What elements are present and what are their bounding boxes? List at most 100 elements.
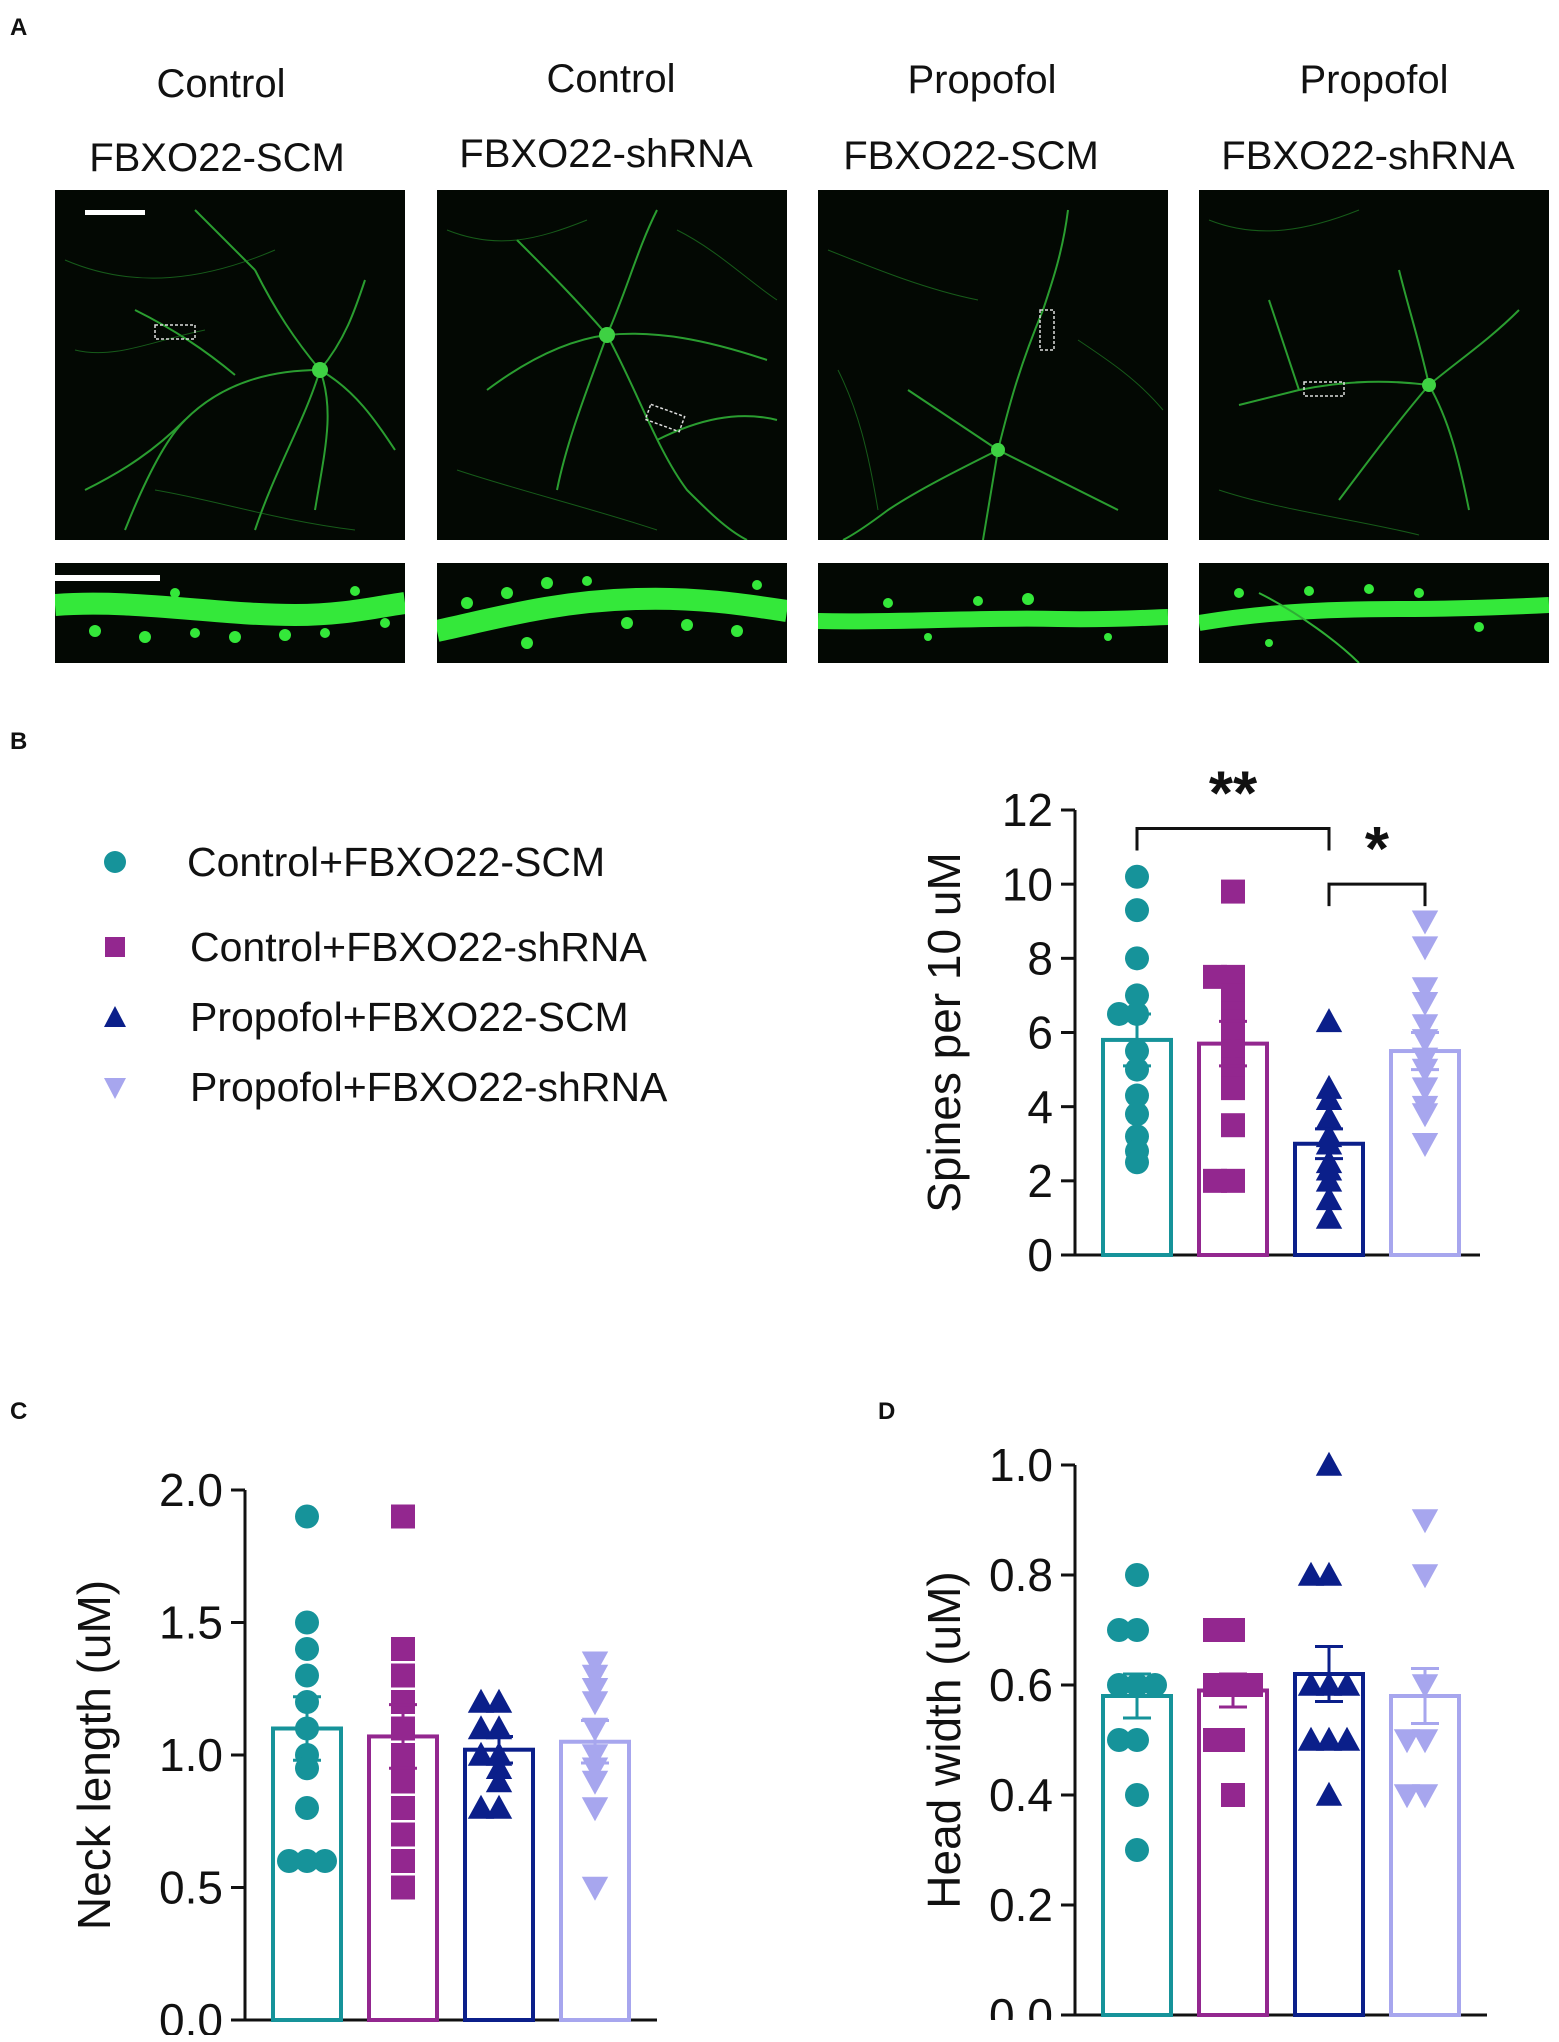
data-point bbox=[485, 1715, 513, 1740]
dendrite-zoom-4 bbox=[1199, 563, 1549, 663]
data-point bbox=[277, 1849, 301, 1873]
y-tick-label: 1.0 bbox=[159, 1729, 223, 1781]
data-point bbox=[1315, 1167, 1343, 1192]
data-point bbox=[391, 1637, 415, 1661]
data-point bbox=[1315, 1451, 1343, 1476]
data-point bbox=[1411, 1509, 1439, 1534]
panel-b-letter: B bbox=[10, 728, 28, 755]
legend-label: Control+FBXO22-SCM bbox=[187, 838, 606, 885]
data-point bbox=[1125, 898, 1149, 923]
data-point bbox=[1411, 1564, 1439, 1589]
data-point bbox=[581, 1677, 609, 1702]
y-tick-label: 0.0 bbox=[159, 1994, 223, 2035]
data-point bbox=[295, 1796, 319, 1820]
data-point bbox=[1125, 1618, 1149, 1642]
data-point bbox=[1107, 1618, 1131, 1642]
data-point bbox=[391, 1663, 415, 1688]
y-tick-label: 2 bbox=[1027, 1155, 1053, 1207]
data-point bbox=[1411, 992, 1439, 1017]
data-point bbox=[1315, 1104, 1343, 1129]
y-tick-label: 1.0 bbox=[989, 1440, 1053, 1491]
column-title: Control bbox=[546, 57, 676, 101]
data-point bbox=[467, 1688, 495, 1713]
dendrite-zoom-3 bbox=[818, 563, 1168, 663]
y-tick-label: 0.4 bbox=[989, 1769, 1053, 1821]
data-point bbox=[1315, 1008, 1343, 1033]
column-subtitle: FBXO22-shRNA bbox=[459, 132, 753, 176]
circle-marker-icon bbox=[104, 851, 126, 873]
y-axis-label: Spines per 10 uM bbox=[918, 852, 970, 1213]
data-point bbox=[295, 1504, 319, 1529]
data-point bbox=[1125, 1838, 1149, 1862]
legend-item: Control+FBXO22-SCM bbox=[95, 837, 605, 887]
data-point bbox=[581, 1876, 609, 1901]
data-point bbox=[1125, 1057, 1149, 1082]
y-tick-label: 0.5 bbox=[159, 1862, 223, 1914]
legend-item: Propofol+FBXO22-shRNA bbox=[95, 1062, 667, 1112]
data-point bbox=[1411, 977, 1439, 1002]
y-tick-label: 10 bbox=[1002, 858, 1053, 910]
data-point bbox=[1333, 1726, 1361, 1751]
data-point bbox=[1393, 1729, 1421, 1754]
data-point bbox=[1411, 1014, 1439, 1039]
legend-label: Propofol+FBXO22-SCM bbox=[190, 993, 629, 1040]
y-tick-label: 2.0 bbox=[159, 1465, 223, 1516]
data-point bbox=[391, 1796, 415, 1820]
data-point bbox=[1125, 1728, 1149, 1752]
head-width-chart: 0.0 0.2 0.4 0.6 0.8 1.0 Head width (uM) bbox=[918, 1440, 1487, 2020]
data-point bbox=[485, 1755, 513, 1780]
data-point bbox=[295, 1849, 319, 1873]
data-point bbox=[295, 1637, 319, 1661]
panel-a-letter: A bbox=[10, 14, 28, 41]
significance-label: * bbox=[1365, 815, 1390, 884]
data-point bbox=[391, 1849, 415, 1873]
data-point bbox=[1411, 936, 1439, 961]
panel-d-letter: D bbox=[878, 1398, 896, 1425]
y-axis-label: Head width (uM) bbox=[918, 1571, 970, 1908]
y-tick-label: 0.2 bbox=[989, 1879, 1053, 1931]
data-point bbox=[295, 1663, 319, 1688]
data-point bbox=[1125, 1102, 1149, 1127]
dendrite-zoom-2 bbox=[437, 563, 787, 663]
data-point bbox=[467, 1715, 495, 1740]
data-point bbox=[1297, 1561, 1325, 1586]
y-tick-label: 0 bbox=[1027, 1229, 1053, 1281]
bar bbox=[1293, 1672, 1365, 2017]
data-point bbox=[1203, 1673, 1227, 1697]
data-point bbox=[467, 1794, 495, 1819]
data-point bbox=[1143, 1673, 1167, 1697]
neuron-image-2 bbox=[437, 190, 787, 540]
data-point bbox=[295, 1610, 319, 1635]
data-point bbox=[581, 1651, 609, 1676]
y-tick-label: 8 bbox=[1027, 932, 1053, 984]
data-point bbox=[1203, 1728, 1227, 1752]
triangle-down-marker-icon bbox=[104, 1078, 126, 1099]
column-subtitle: FBXO22-SCM bbox=[89, 136, 345, 180]
data-point bbox=[581, 1691, 609, 1716]
triangle-up-marker-icon bbox=[104, 1006, 126, 1027]
data-point bbox=[1411, 1784, 1439, 1809]
data-point bbox=[1315, 1186, 1343, 1211]
data-point bbox=[485, 1794, 513, 1819]
y-axis-label: Neck length (uM) bbox=[68, 1580, 120, 1930]
data-point bbox=[1333, 1671, 1361, 1696]
data-point bbox=[1315, 1726, 1343, 1751]
panel-c-letter: C bbox=[10, 1398, 28, 1425]
data-point bbox=[1411, 1103, 1439, 1128]
data-point bbox=[1125, 946, 1149, 971]
data-point bbox=[581, 1664, 609, 1689]
data-point bbox=[1221, 1076, 1245, 1101]
data-point bbox=[391, 1504, 415, 1529]
data-point bbox=[1203, 1168, 1227, 1193]
significance-bracket bbox=[1327, 882, 1427, 907]
data-point bbox=[391, 1769, 415, 1794]
data-point bbox=[1315, 1781, 1343, 1806]
data-point bbox=[391, 1822, 415, 1847]
bar bbox=[1389, 1694, 1461, 2017]
y-tick-label: 0.0 bbox=[989, 1989, 1053, 2020]
data-point bbox=[1107, 1673, 1131, 1697]
y-tick-label: 12 bbox=[1002, 784, 1053, 836]
data-point bbox=[1315, 1086, 1343, 1111]
data-point bbox=[1125, 1083, 1149, 1108]
